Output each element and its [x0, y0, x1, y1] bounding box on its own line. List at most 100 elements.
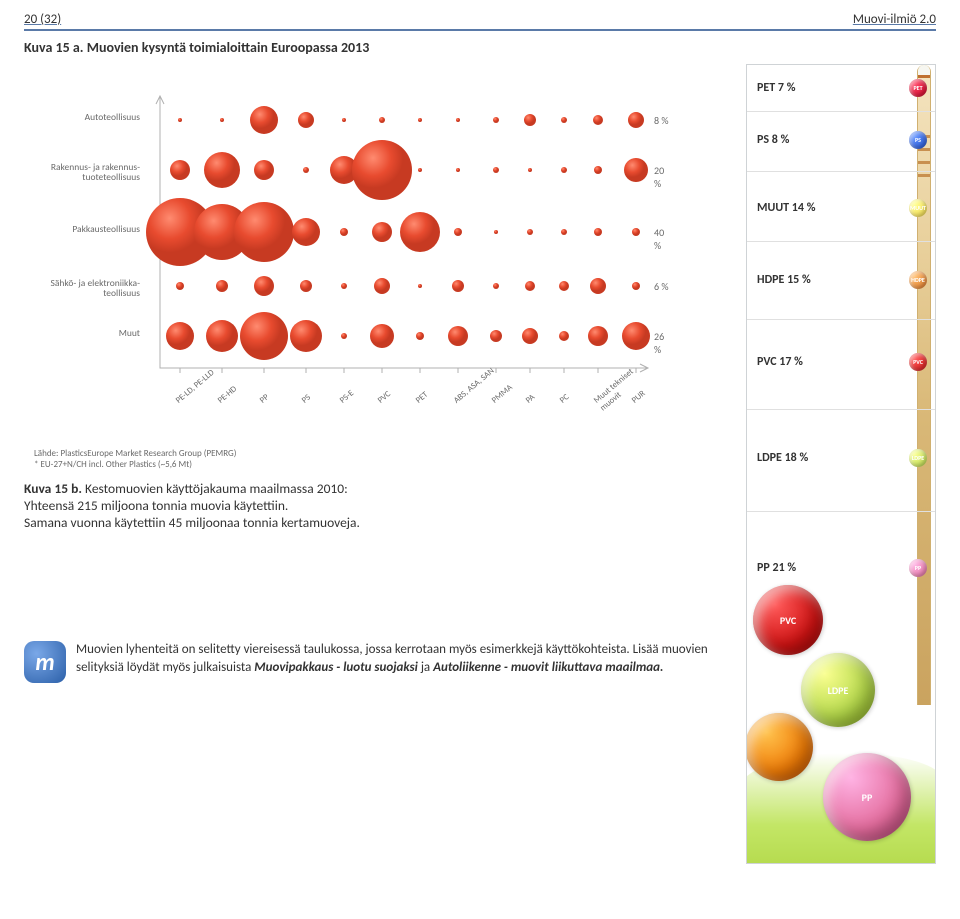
cue-stick-graphic — [917, 65, 931, 705]
bubble — [594, 228, 602, 236]
bubble — [493, 167, 499, 173]
pool-ball-icon: PVC — [909, 353, 927, 371]
bubble — [416, 332, 424, 340]
bubble — [290, 320, 322, 352]
pool-ball-graphic: LDPE — [801, 653, 875, 727]
pool-ball-icon: PP — [909, 559, 927, 577]
bubble — [298, 112, 314, 128]
bubble — [374, 278, 390, 294]
bubble — [456, 118, 460, 122]
bubble — [588, 326, 608, 346]
divider — [747, 319, 935, 320]
bubble — [494, 230, 498, 234]
bubble — [303, 167, 309, 173]
pool-ball-icon: PET — [909, 79, 927, 97]
bubble — [250, 106, 278, 134]
row-percent: 40 % — [654, 226, 670, 252]
bubble — [352, 140, 412, 200]
row-percent: 6 % — [654, 280, 668, 293]
legend-label: MUUT 14 % — [757, 201, 901, 215]
page-number: 20 (32) — [24, 12, 61, 27]
legend-item: PET 7 % PET — [757, 79, 927, 97]
bubble — [400, 212, 440, 252]
bubble — [527, 229, 533, 235]
row-label: Sähkö- ja elektroniikka-teollisuus — [30, 278, 140, 299]
legend-item: PP 21 %PP — [757, 559, 927, 577]
bubble — [493, 283, 499, 289]
legend-label: PVC 17 % — [757, 355, 901, 369]
legend-item: PS 8 % PS — [757, 131, 927, 149]
bubble — [418, 168, 422, 172]
bubble — [206, 320, 238, 352]
legend-item: HDPE 15 % HDPE — [757, 271, 927, 289]
bubble — [340, 228, 348, 236]
pool-ball-graphic: PP — [823, 753, 911, 841]
divider — [747, 111, 935, 112]
bubble — [525, 281, 535, 291]
bubble — [561, 229, 567, 235]
bubble — [632, 282, 640, 290]
bubble — [216, 280, 228, 292]
row-percent: 8 % — [654, 114, 668, 127]
pool-ball-icon: LDPE — [909, 449, 927, 467]
bubble — [418, 284, 422, 288]
bubble — [456, 168, 460, 172]
legend-label: PET 7 % — [757, 81, 901, 95]
bubble — [234, 202, 294, 262]
bubble — [452, 280, 464, 292]
bubble-chart: Autoteollisuus Rakennus- ja rakennus-tuot… — [30, 68, 670, 448]
legend-label: PS 8 % — [757, 133, 901, 147]
bubble — [448, 326, 468, 346]
bubble — [490, 330, 502, 342]
bubble — [493, 117, 499, 123]
divider — [747, 171, 935, 172]
bubble — [220, 118, 224, 122]
pool-ball-icon: PS — [909, 131, 927, 149]
divider — [747, 241, 935, 242]
bubble — [590, 278, 606, 294]
figure-a-title: Kuva 15 a. Muovien kysyntä toimialoittai… — [24, 39, 936, 56]
doc-title: Muovi-ilmiö 2.0 — [853, 12, 936, 27]
bubble — [559, 331, 569, 341]
divider — [747, 511, 935, 512]
bubble — [594, 166, 602, 174]
plastics-legend-panel: PET 7 % PET PS 8 % PS MUUT 14 % MUUT HDPE 15 %… — [746, 64, 936, 864]
bubble — [522, 328, 538, 344]
bubble — [370, 324, 394, 348]
legend-item: MUUT 14 % MUUT — [757, 199, 927, 217]
bubble — [632, 228, 640, 236]
row-percent: 26 % — [654, 330, 670, 356]
bubble — [418, 118, 422, 122]
bubble — [454, 228, 462, 236]
bubble — [593, 115, 603, 125]
bubble — [561, 167, 567, 173]
row-label: Autoteollisuus — [30, 112, 140, 122]
body-text: m Muovien lyhenteitä on selitetty vierei… — [24, 641, 734, 683]
m-logo-icon: m — [24, 641, 66, 683]
page-header: 20 (32) Muovi-ilmiö 2.0 — [24, 12, 936, 31]
bubble — [341, 283, 347, 289]
legend-item: PVC 17 % PVC — [757, 353, 927, 371]
pool-ball-graphic: PVC — [753, 585, 823, 655]
row-label: Rakennus- ja rakennus-tuoteteollisuus — [30, 162, 140, 183]
legend-label: HDPE 15 % — [757, 273, 901, 287]
divider — [747, 409, 935, 410]
row-percent: 20 % — [654, 164, 670, 190]
bubble — [292, 218, 320, 246]
bubble — [166, 322, 194, 350]
bubble — [624, 158, 648, 182]
legend-item: LDPE 18 %LDPE — [757, 449, 927, 467]
row-label: Muut — [30, 328, 140, 338]
bubble — [240, 312, 288, 360]
bubble — [379, 117, 385, 123]
pool-ball-icon: HDPE — [909, 271, 927, 289]
figure-b-caption: Kuva 15 b. Kestomuovien käyttöjakauma ma… — [24, 480, 734, 531]
chart-source: Lähde: PlasticsEurope Market Research Gr… — [34, 448, 734, 470]
bubble — [300, 280, 312, 292]
bubble — [372, 222, 392, 242]
pool-ball-icon: MUUT — [909, 199, 927, 217]
bubble — [204, 152, 240, 188]
bubble — [178, 118, 182, 122]
bubble — [528, 168, 532, 172]
bubble — [559, 281, 569, 291]
